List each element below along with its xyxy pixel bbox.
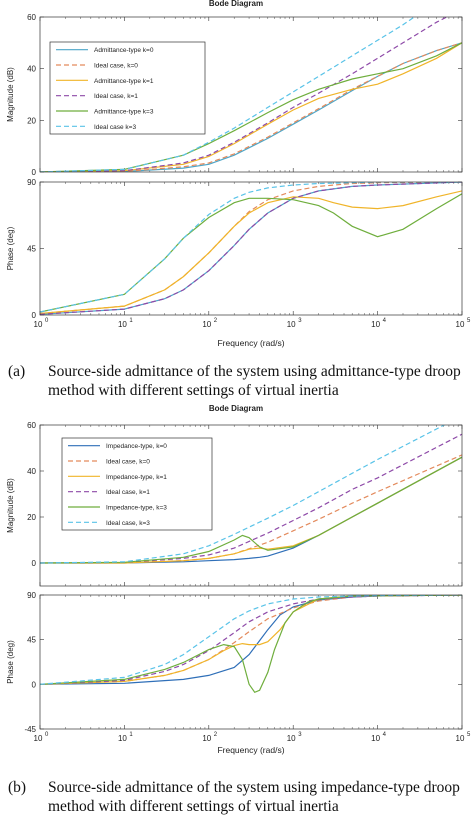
caption-a: (a) Source-side admittance of the system…: [8, 362, 468, 400]
x-tick-label-exp: 4: [383, 318, 387, 324]
y-tick-label: -45: [24, 725, 36, 734]
series-group: [40, 595, 462, 694]
legend: Admittance-type k=0 Ideal case, k=0 Admitt…: [49, 41, 206, 135]
x-tick-label-exp: 0: [45, 732, 49, 738]
y-tick-label: 60: [27, 421, 36, 430]
legend-entry: Admittance-type k=3: [94, 109, 154, 116]
caption-a-tag: (a): [8, 363, 26, 380]
series-group: [40, 425, 462, 564]
x-axis-label: Frequency (rad/s): [217, 745, 284, 755]
phase-panel: -45 0 45 90 Phase (deg): [6, 591, 463, 734]
x-tick-label-exp: 3: [298, 318, 302, 324]
y-axis-label: Magnitude (dB): [6, 478, 15, 533]
legend-box: [49, 41, 206, 135]
x-tick-label-exp: 0: [45, 318, 49, 324]
plot-area: [40, 182, 462, 315]
plot-frame: [39, 181, 463, 316]
x-tick-label-base: 10: [202, 320, 211, 329]
x-tick-label-exp: 5: [467, 318, 471, 324]
series-line-5: [40, 182, 462, 313]
x-tick-label-base: 10: [371, 734, 380, 743]
y-tick-label: 0: [32, 168, 37, 177]
series-line-3: [40, 17, 449, 172]
legend-entry: Admittance-type k=1: [94, 78, 154, 85]
x-tick-label-exp: 1: [129, 318, 133, 324]
x-tick-label-base: 10: [287, 734, 296, 743]
series-line-3: [40, 433, 462, 564]
y-tick-label: 90: [27, 591, 36, 600]
series-line-5: [40, 425, 446, 564]
series-line-1: [40, 42, 462, 172]
legend-box: [61, 437, 213, 531]
x-tick-label-base: 10: [202, 734, 211, 743]
phase-panel: 0 45 90 Phase (deg): [6, 178, 463, 320]
series-group: [40, 182, 462, 315]
caption-b-text: Source-side admittance of the system usi…: [48, 779, 460, 815]
series-line-5: [40, 595, 462, 685]
caption-b: (b) Source-side admittance of the system…: [8, 778, 468, 816]
legend-entry: Ideal case k=3: [94, 124, 136, 131]
x-tick-label-base: 10: [118, 320, 127, 329]
legend-entry: Ideal case, k=3: [106, 520, 150, 527]
y-tick-label: 40: [27, 65, 36, 74]
plot-frame: [39, 594, 463, 730]
series-line-4: [40, 456, 462, 564]
legend-entry: Ideal case, k=0: [94, 63, 138, 70]
series-line-3: [40, 182, 462, 315]
y-tick-label: 45: [27, 636, 36, 645]
y-axis-label: Phase (deg): [6, 640, 15, 684]
legend-entry: Impedance-type, k=3: [106, 505, 167, 512]
plot-frame: [39, 16, 463, 173]
legend-entry: Impedance-type, k=0: [106, 443, 167, 450]
x-tick-label-exp: 2: [214, 732, 218, 738]
caption-a-text: Source-side admittance of the system usi…: [48, 363, 461, 399]
y-tick-label: 90: [27, 178, 36, 187]
legend-entry: Ideal case, k=1: [106, 489, 150, 496]
plot-area: [40, 595, 462, 729]
x-tick-label-base: 10: [118, 734, 127, 743]
x-tick-label-base: 10: [287, 320, 296, 329]
chart-title: Bode Diagram: [209, 404, 263, 413]
caption-b-tag: (b): [8, 779, 27, 796]
y-tick-label: 0: [32, 559, 37, 568]
series-line-2: [40, 190, 462, 315]
y-tick-label: 60: [27, 13, 36, 22]
series-group: [40, 17, 462, 172]
y-tick-label: 20: [27, 116, 36, 125]
series-line-5: [40, 17, 416, 172]
series-line-4: [40, 595, 462, 694]
series-line-3: [40, 595, 462, 685]
x-tick-label-exp: 5: [467, 732, 471, 738]
x-tick-label-base: 10: [34, 734, 43, 743]
y-tick-label: 0: [32, 311, 37, 320]
legend-entry: Impedance-type, k=1: [106, 474, 167, 481]
y-tick-label: 45: [27, 245, 36, 254]
plot-frame: [39, 424, 463, 587]
legend-entry: Ideal case, k=0: [106, 459, 150, 466]
y-axis-label: Phase (deg): [6, 226, 15, 270]
x-tick-label-base: 10: [34, 320, 43, 329]
x-axis-label: Frequency (rad/s): [217, 338, 284, 348]
series-line-2: [40, 42, 462, 172]
x-tick-label-exp: 3: [298, 732, 302, 738]
x-tick-label-base: 10: [456, 320, 465, 329]
x-tick-label-exp: 2: [214, 318, 218, 324]
series-line-2: [40, 595, 462, 685]
y-axis-label: Magnitude (dB): [6, 67, 15, 122]
y-tick-label: 40: [27, 467, 36, 476]
legend-entry: Ideal case, k=1: [94, 93, 138, 100]
x-tick-label-exp: 1: [129, 732, 133, 738]
y-tick-label: 0: [32, 680, 37, 689]
x-tick-label-base: 10: [371, 320, 380, 329]
y-tick-label: 20: [27, 513, 36, 522]
x-tick-label-base: 10: [456, 734, 465, 743]
legend-entry: Admittance-type k=0: [94, 47, 154, 54]
legend: Impedance-type, k=0 Ideal case, k=0 Impeda…: [61, 437, 213, 531]
x-tick-label-exp: 4: [383, 732, 387, 738]
chart-title: Bode Diagram: [209, 0, 263, 8]
